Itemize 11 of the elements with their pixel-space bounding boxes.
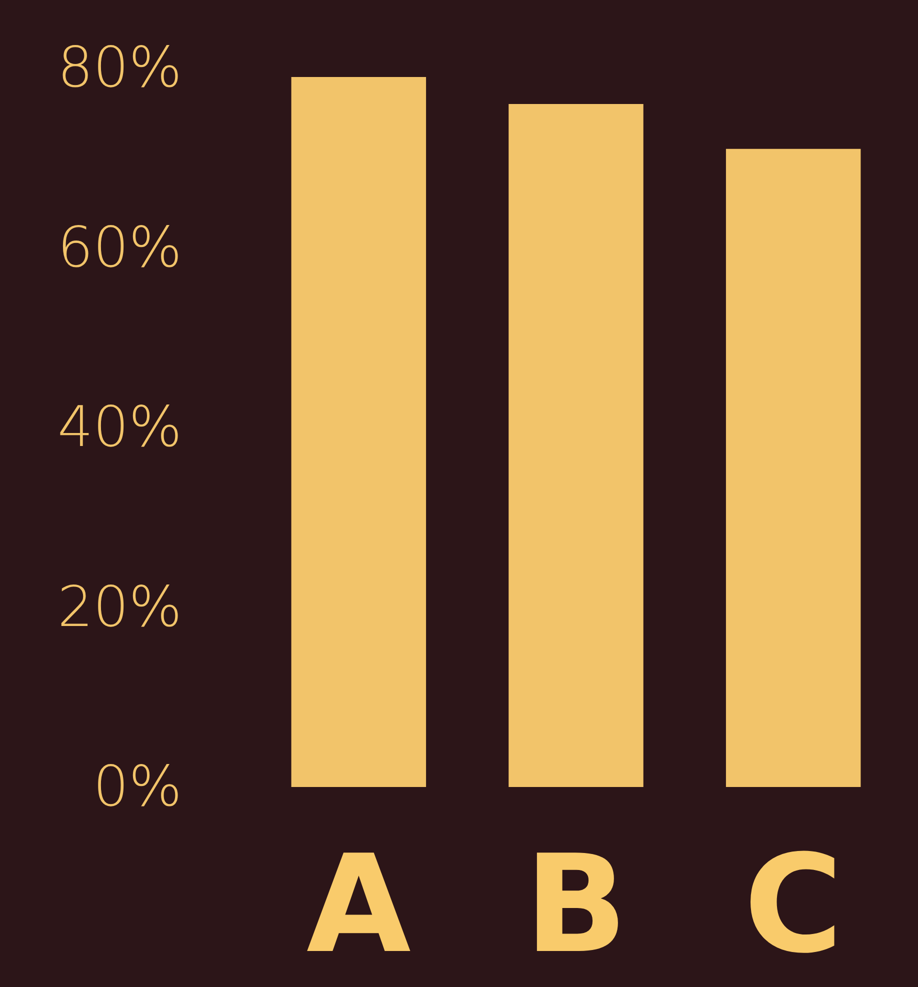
y-tick-label: 80% xyxy=(58,36,182,100)
x-tick-label: B xyxy=(524,826,628,983)
y-tick-label: 0% xyxy=(93,754,182,820)
x-tick-label: A xyxy=(306,826,411,983)
bar xyxy=(291,76,426,787)
bar xyxy=(726,148,861,787)
y-tick-label: 20% xyxy=(58,574,182,640)
y-tick-label: 40% xyxy=(58,395,182,460)
x-tick-label: C xyxy=(744,826,843,983)
bar xyxy=(508,104,644,787)
y-tick-label: 60% xyxy=(58,215,182,280)
